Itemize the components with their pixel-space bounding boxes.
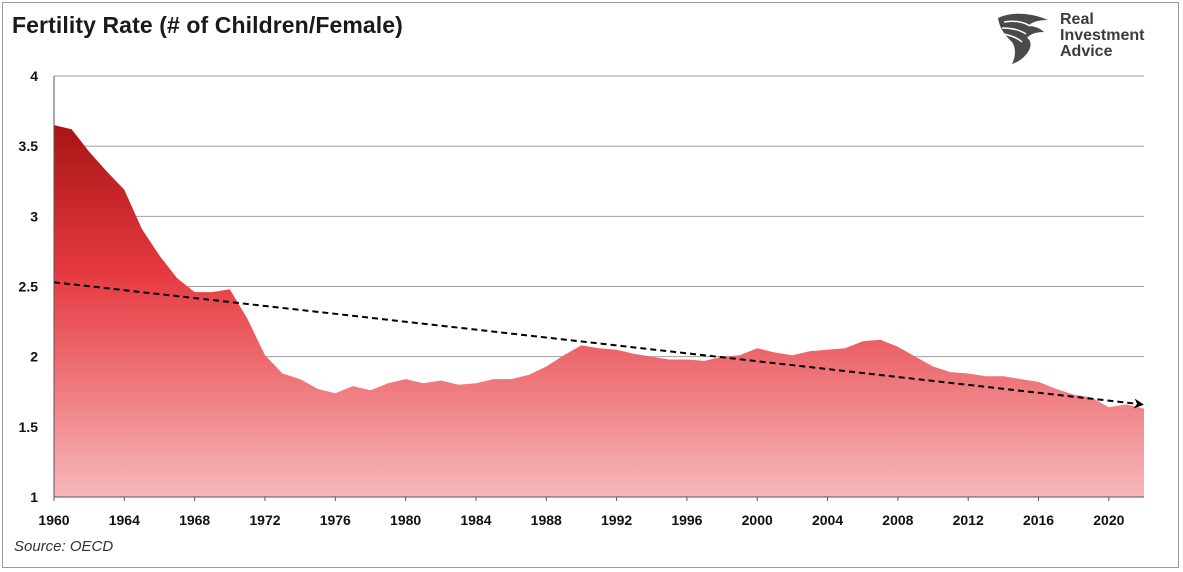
brand-line-2: Investment bbox=[1060, 27, 1145, 44]
brand-logo: Real Investment Advice bbox=[994, 12, 1164, 65]
brand-wordmark: Real Investment Advice bbox=[1060, 12, 1144, 60]
x-tick-1980: 1980 bbox=[390, 512, 421, 528]
y-tick-2: 2 bbox=[30, 349, 38, 365]
fertility-area bbox=[54, 125, 1144, 497]
chart-title: Fertility Rate (# of Children/Female) bbox=[12, 12, 403, 38]
x-tick-1992: 1992 bbox=[601, 512, 632, 528]
x-tick-labels: 1960 1964 1968 1972 1976 1980 1984 1988 1992 1996… bbox=[38, 497, 1125, 528]
x-tick-1968: 1968 bbox=[179, 512, 210, 528]
x-tick-1960: 1960 bbox=[38, 512, 69, 528]
x-tick-1988: 1988 bbox=[531, 512, 562, 528]
y-tick-1: 1 bbox=[30, 489, 38, 505]
y-tick-4: 4 bbox=[30, 68, 38, 84]
x-tick-2004: 2004 bbox=[812, 512, 843, 528]
x-tick-1972: 1972 bbox=[249, 512, 280, 528]
source-note: Source: OECD bbox=[14, 538, 114, 555]
series-area bbox=[54, 125, 1144, 497]
x-tick-2008: 2008 bbox=[882, 512, 913, 528]
y-tick-labels: 1 1.5 2 2.5 3 3.5 4 bbox=[19, 68, 39, 505]
y-tick-3: 3 bbox=[30, 208, 38, 224]
x-tick-1984: 1984 bbox=[460, 512, 491, 528]
trendline bbox=[53, 281, 1144, 409]
eagle-icon bbox=[998, 13, 1048, 65]
y-tick-1.5: 1.5 bbox=[19, 419, 39, 435]
x-tick-1976: 1976 bbox=[320, 512, 351, 528]
x-tick-2020: 2020 bbox=[1093, 512, 1124, 528]
x-tick-2000: 2000 bbox=[742, 512, 773, 528]
trendline-arrow bbox=[53, 281, 1144, 409]
x-tick-1996: 1996 bbox=[671, 512, 702, 528]
x-tick-1964: 1964 bbox=[109, 512, 140, 528]
x-tick-2012: 2012 bbox=[953, 512, 984, 528]
y-tick-2.5: 2.5 bbox=[19, 279, 39, 295]
brand-line-3: Advice bbox=[1060, 43, 1113, 60]
brand-line-1: Real bbox=[1060, 11, 1094, 28]
x-tick-2016: 2016 bbox=[1023, 512, 1054, 528]
axes bbox=[53, 76, 1144, 498]
y-tick-3.5: 3.5 bbox=[19, 138, 39, 154]
